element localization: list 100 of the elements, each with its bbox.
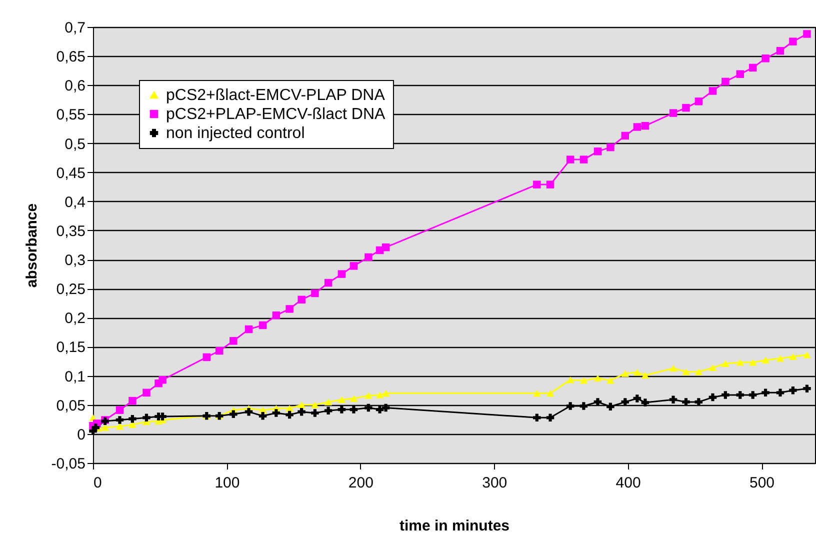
y-tick-label: 0,4 [64, 194, 86, 211]
y-tick-label: 0,5 [64, 136, 86, 153]
point [594, 374, 602, 382]
point [776, 355, 784, 362]
point [606, 402, 614, 410]
point [286, 305, 294, 313]
point [338, 270, 346, 278]
y-tick-label: -0,05 [51, 456, 86, 472]
point [546, 390, 554, 397]
point [708, 393, 717, 402]
point [641, 398, 650, 406]
x-tick-label: 500 [750, 474, 775, 492]
point [776, 46, 784, 55]
point [633, 368, 642, 376]
point [382, 404, 390, 412]
point [533, 180, 541, 188]
point [566, 376, 574, 384]
point [789, 38, 797, 46]
point [621, 398, 630, 406]
point [606, 143, 614, 152]
point [762, 54, 770, 62]
point [803, 384, 811, 392]
x-axis-title: time in minutes [399, 518, 510, 534]
point [566, 156, 574, 164]
point [694, 368, 703, 376]
point [244, 408, 253, 416]
point [364, 404, 372, 412]
point [546, 414, 554, 422]
y-tick-label: 0,3 [64, 252, 86, 270]
point [789, 353, 797, 360]
point [722, 391, 730, 399]
x-tick-label: 300 [482, 474, 508, 492]
point [762, 388, 770, 397]
point [338, 406, 346, 414]
point [158, 376, 166, 384]
point [736, 359, 744, 366]
point [364, 392, 372, 399]
y-tick-label: 0,65 [56, 48, 86, 66]
point [633, 394, 642, 402]
point [694, 398, 703, 406]
point [272, 311, 280, 320]
point [669, 364, 678, 372]
point [789, 386, 797, 394]
point [533, 390, 541, 397]
y-tick-label: 0,15 [56, 339, 86, 356]
y-tick-label: 0,35 [56, 222, 86, 240]
point [641, 372, 650, 379]
point [736, 70, 744, 78]
y-tick-label: 0,1 [64, 368, 86, 386]
point [776, 388, 784, 397]
legend-label: pCS2+ßlact-EMCV-PLAP DNA [166, 87, 386, 104]
point [350, 406, 358, 414]
y-tick-label: 0,05 [56, 397, 86, 414]
point [324, 278, 332, 287]
point [633, 123, 642, 131]
point [286, 410, 294, 419]
point [748, 64, 757, 72]
point [694, 98, 703, 106]
point [350, 395, 358, 402]
point [594, 398, 602, 406]
point [641, 122, 650, 130]
point [708, 87, 717, 95]
y-tick-label: 0,6 [64, 78, 86, 95]
point [803, 30, 811, 38]
point [382, 243, 390, 252]
legend-label: pCS2+PLAP-EMCV-ßlact DNA [166, 106, 386, 123]
point [580, 377, 588, 384]
y-tick-label: 0,2 [64, 310, 86, 328]
point [272, 409, 280, 417]
point [376, 392, 384, 398]
point [338, 396, 346, 403]
point [244, 325, 253, 334]
y-tick-label: 0,7 [64, 20, 86, 36]
point [311, 402, 319, 408]
x-tick-label: 200 [348, 474, 374, 492]
point [722, 360, 730, 367]
point [116, 406, 124, 414]
x-tick-label: 400 [616, 474, 641, 492]
point [580, 156, 588, 164]
point [803, 352, 811, 358]
point [230, 337, 238, 345]
point [324, 406, 332, 415]
point [708, 364, 717, 372]
y-tick-label: 0,25 [56, 281, 86, 298]
point [606, 377, 614, 384]
point [298, 408, 306, 416]
point [142, 388, 150, 397]
point [682, 104, 690, 112]
point [364, 253, 372, 262]
point [621, 132, 630, 140]
point [311, 409, 319, 417]
point [594, 148, 602, 156]
legend-label: non injected control [166, 125, 305, 142]
point [230, 410, 238, 418]
point [762, 356, 770, 364]
point [298, 402, 306, 408]
point [128, 414, 136, 423]
point [748, 391, 757, 399]
point [748, 359, 757, 366]
point [682, 398, 690, 406]
